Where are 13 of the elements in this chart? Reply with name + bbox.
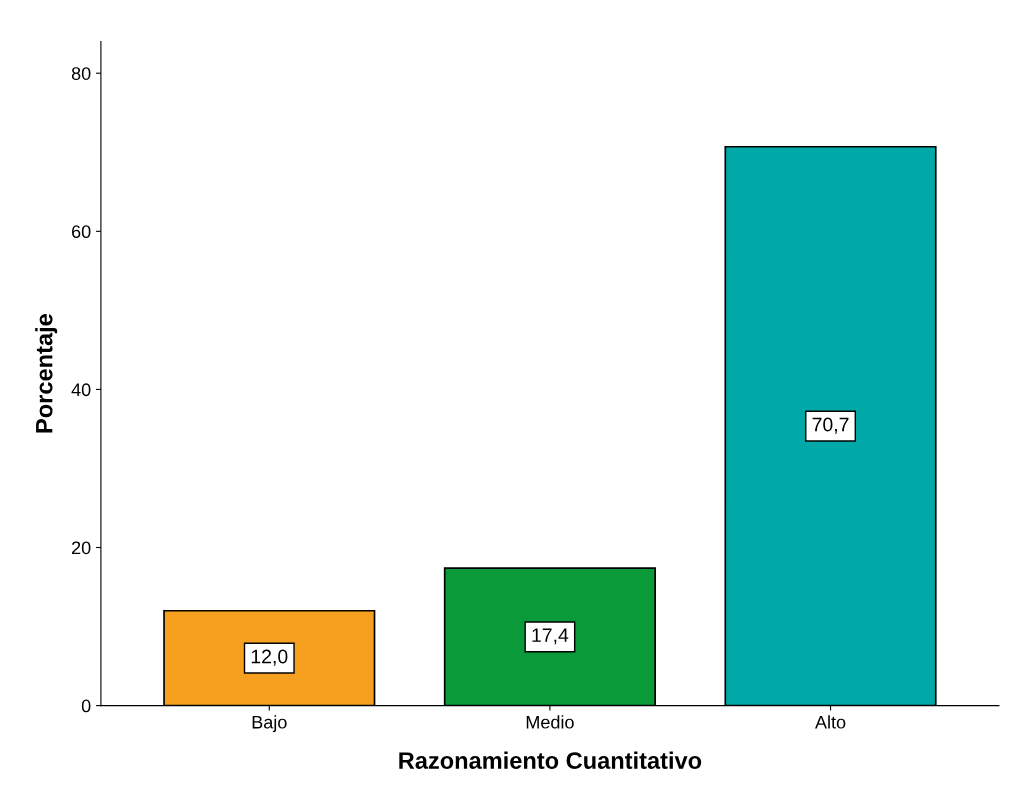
y-axis-title: Porcentaje (35, 314, 58, 433)
data-label: 17,4 (532, 628, 569, 645)
y-tick-label: 40 (71, 383, 91, 397)
y-tick-label: 80 (71, 67, 91, 80)
y-tick-label: 20 (72, 541, 91, 555)
x-tick-label: Medio (526, 715, 574, 729)
x-axis-title: Razonamiento Cuantitativo (399, 751, 702, 769)
y-tick-label: 60 (72, 225, 91, 239)
data-label: 70,7 (812, 417, 849, 434)
x-tick-label: Alto (815, 715, 846, 729)
x-tick-label: Bajo (252, 715, 287, 733)
y-tick-label: 0 (81, 699, 91, 713)
data-label: 12,0 (251, 649, 288, 666)
